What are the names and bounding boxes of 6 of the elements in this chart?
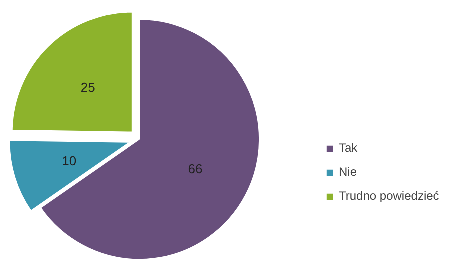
data-label: 66: [188, 161, 203, 176]
data-label: 25: [80, 80, 96, 95]
legend-label: Tak: [339, 141, 359, 155]
legend-label: Trudno powiedzieć: [339, 189, 440, 203]
legend-label: Nie: [339, 165, 358, 179]
data-label: 10: [62, 153, 77, 168]
